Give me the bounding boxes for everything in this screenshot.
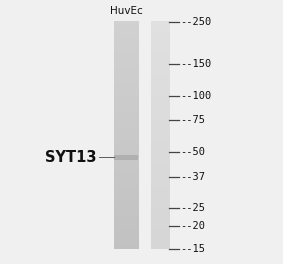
Text: --15: --15 xyxy=(181,244,205,254)
Text: --25: --25 xyxy=(181,203,205,213)
Text: HuvEc: HuvEc xyxy=(110,6,142,16)
Text: --250: --250 xyxy=(181,17,212,27)
Text: SYT13: SYT13 xyxy=(45,150,97,165)
Text: --75: --75 xyxy=(181,115,205,125)
Text: --150: --150 xyxy=(181,59,212,69)
Text: --37: --37 xyxy=(181,172,205,182)
Text: --20: --20 xyxy=(181,221,205,231)
Text: --50: --50 xyxy=(181,147,205,157)
Bar xyxy=(114,155,138,160)
Text: --100: --100 xyxy=(181,91,212,101)
